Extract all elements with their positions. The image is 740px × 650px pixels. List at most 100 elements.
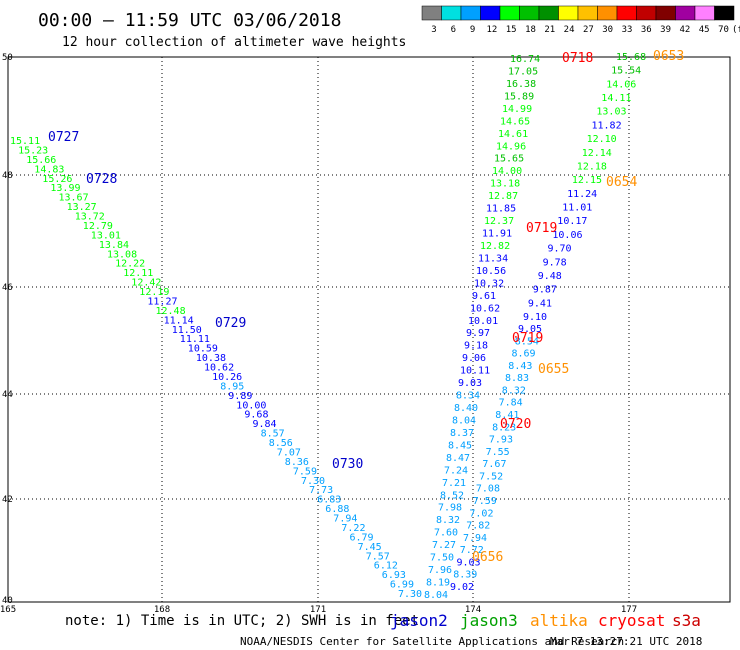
- swh-value: 12.87: [488, 191, 518, 202]
- swh-value: 8.36: [285, 457, 309, 468]
- swh-value: 14.96: [496, 141, 526, 152]
- satellite-name: jason2: [390, 611, 448, 630]
- legend-swatch: [538, 5, 559, 21]
- swh-value: 11.50: [172, 325, 202, 336]
- swh-value: 13.08: [107, 249, 137, 260]
- swh-value: 7.73: [309, 485, 333, 496]
- pass-label: 0656: [472, 550, 503, 565]
- swh-value: 13.67: [59, 193, 89, 204]
- swh-value: 9.06: [462, 353, 486, 364]
- swh-value: 8.34: [456, 391, 480, 402]
- swh-value: 8.47: [446, 453, 470, 464]
- swh-value: 16.38: [506, 79, 536, 90]
- swh-value: 14.11: [601, 93, 631, 104]
- swh-value: 8.32: [502, 385, 526, 396]
- swh-value: 6.83: [317, 495, 341, 506]
- swh-value: 12.18: [577, 162, 607, 173]
- pass-time-labels: 0727 0728 0729 0730 0718 0719 0719 0720 0653 0654…: [48, 49, 684, 565]
- lon-tick-label: 165: [0, 605, 16, 615]
- swh-value: 11.85: [486, 204, 516, 215]
- swh-value: 9.68: [244, 410, 268, 421]
- swh-value: 7.57: [366, 551, 390, 562]
- swh-value: 8.45: [448, 440, 472, 451]
- swh-value: 9.03: [458, 378, 482, 389]
- swh-value: 10.59: [188, 344, 218, 355]
- swh-value: 8.83: [505, 373, 529, 384]
- satellite-name: altika: [530, 611, 588, 630]
- swh-value: 15.66: [26, 155, 56, 166]
- legend-swatch: [441, 5, 462, 21]
- swh-value: 9.48: [538, 271, 562, 282]
- swh-value: 14.06: [606, 79, 636, 90]
- swh-value: 8.95: [220, 381, 244, 392]
- swh-value: 7.67: [482, 459, 506, 470]
- pass-label: 0719: [526, 221, 557, 236]
- lat-tick-label: 40: [2, 596, 13, 606]
- swh-value: 7.52: [479, 471, 503, 482]
- swh-value: 6.99: [390, 580, 414, 591]
- legend-swatch: [616, 5, 637, 21]
- swh-value: 14.61: [498, 129, 528, 140]
- swh-value: 12.14: [582, 148, 612, 159]
- swh-value: 13.27: [67, 202, 97, 213]
- swh-value: 13.99: [50, 183, 80, 194]
- pass-label: 0719: [512, 331, 543, 346]
- pass-label: 0720: [500, 417, 531, 432]
- legend-swatch: [655, 5, 676, 21]
- swh-value: 11.14: [164, 315, 194, 326]
- swh-value: 13.84: [99, 240, 129, 251]
- satellite-name: jason3: [460, 611, 518, 630]
- swh-value: 15.11: [10, 136, 40, 147]
- swh-value: 6.88: [325, 504, 349, 515]
- swh-value: 7.08: [476, 484, 500, 495]
- swh-value: 12.11: [123, 268, 153, 279]
- pass-label: 0729: [215, 316, 246, 331]
- swh-value: 11.11: [180, 334, 210, 345]
- swh-value: 7.30: [301, 476, 325, 487]
- lat-tick-label: 42: [2, 495, 13, 505]
- legend-label: 6: [451, 25, 456, 35]
- legend-swatch: [519, 5, 540, 21]
- legend-swatch: [694, 5, 715, 21]
- legend-label: 42: [679, 25, 690, 35]
- swh-value: 10.56: [476, 266, 506, 277]
- legend-label: 12: [486, 25, 497, 35]
- legend-label: 24: [564, 25, 575, 35]
- swh-value: 11.24: [567, 189, 597, 200]
- swh-value: 9.03: [457, 557, 481, 568]
- pass-label: 0718: [562, 51, 593, 66]
- satellite-name: s3a: [672, 611, 701, 630]
- swh-value: 12.42: [131, 278, 161, 289]
- swh-value: 7.30: [398, 589, 422, 600]
- swh-value: 12.22: [115, 259, 145, 270]
- swh-value: 14.83: [34, 164, 64, 175]
- plot-frame: [7, 56, 731, 603]
- legend-swatch: [558, 5, 579, 21]
- swh-value: 9.02: [450, 582, 474, 593]
- swh-value: 7.94: [463, 533, 487, 544]
- swh-value: 10.01: [468, 316, 498, 327]
- swh-value: 10.32: [474, 278, 504, 289]
- legend-label: 3: [431, 25, 436, 35]
- swh-value: 9.18: [464, 341, 488, 352]
- swh-value: 9.70: [548, 244, 572, 255]
- swh-value: 9.10: [523, 312, 547, 323]
- legend-label: 18: [525, 25, 536, 35]
- swh-value: 15.68: [616, 52, 646, 63]
- legend-label: 15: [506, 25, 517, 35]
- swh-value: 8.57: [261, 429, 285, 440]
- swh-value: 8.04: [424, 590, 448, 601]
- legend-swatch: [499, 5, 520, 21]
- swh-value: 9.87: [533, 285, 557, 296]
- swh-value: 15.54: [611, 66, 641, 77]
- legend-label: 21: [544, 25, 555, 35]
- satellite-name: cryosat: [598, 611, 665, 630]
- swh-value: 17.05: [508, 67, 538, 78]
- legend-swatch: [480, 5, 501, 21]
- legend-label: 36: [641, 25, 652, 35]
- swh-value: 15.26: [42, 174, 72, 185]
- swh-value: 8.37: [450, 428, 474, 439]
- swh-value: 7.72: [460, 545, 484, 556]
- swh-value: 7.45: [358, 542, 382, 553]
- swh-value: 8.56: [269, 438, 293, 449]
